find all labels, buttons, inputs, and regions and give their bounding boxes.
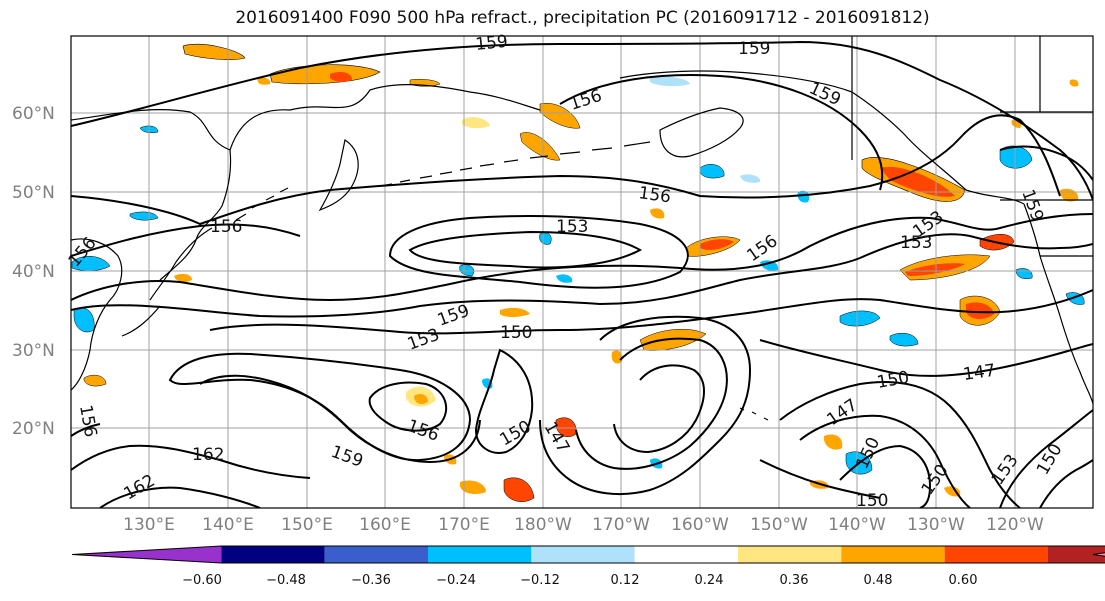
colorbar-bin <box>738 546 842 563</box>
graticule <box>71 36 1093 508</box>
contour-label: 153 <box>900 233 932 253</box>
colorbar-tick-label: −0.36 <box>351 573 391 588</box>
lon-label: 140°E <box>202 515 254 535</box>
colorbar-bin <box>944 546 1048 563</box>
contour-label: 153 <box>556 217 588 237</box>
contour-label: 156 <box>210 217 242 237</box>
lon-label: 180°W <box>514 515 572 535</box>
contour-label: 147 <box>962 361 997 385</box>
lon-label: 150°W <box>750 515 808 535</box>
lat-label-50n: 50°N <box>12 183 55 203</box>
contour-label: 150 <box>856 491 888 511</box>
contour-label: 156 <box>75 403 100 438</box>
contour-label: 162 <box>121 471 159 505</box>
colorbar-bin <box>531 546 635 563</box>
contour-label: 159 <box>435 301 472 331</box>
refractivity-contours <box>71 40 1093 508</box>
colorbar-tick-label: 0.24 <box>694 573 724 588</box>
colorbar-bin <box>428 546 532 563</box>
lat-label-20n: 20°N <box>12 419 55 439</box>
colorbar-bin <box>841 546 945 563</box>
contour-label: 147 <box>823 395 861 430</box>
lon-label: 160°E <box>359 515 411 535</box>
colorbar-outline <box>71 545 1105 564</box>
lon-label: 170°W <box>592 515 650 535</box>
colorbar-tick-label: −0.48 <box>266 573 306 588</box>
coastlines <box>71 36 1093 421</box>
colorbar-bin <box>221 546 325 563</box>
contour-label: 156 <box>637 183 672 207</box>
colorbar-tick-label: 0.60 <box>948 573 978 588</box>
colorbar-tick-label: 0.36 <box>779 573 809 588</box>
contour-label: 159 <box>806 78 844 110</box>
colorbar-bin <box>72 546 222 563</box>
colorbar-bin <box>324 546 428 563</box>
colorbar-tick-label: 0.48 <box>863 573 893 588</box>
lon-label: 150°E <box>281 515 333 535</box>
lat-label-30n: 30°N <box>12 341 55 361</box>
lon-label: 140°W <box>828 515 886 535</box>
colorbar <box>71 545 1105 564</box>
lon-label: 160°W <box>671 515 729 535</box>
contour-label: 156 <box>567 86 604 115</box>
colorbar-tick-label: −0.24 <box>436 573 476 588</box>
lat-label-40n: 40°N <box>12 262 55 282</box>
map-title: 2016091400 F090 500 hPa refract., precip… <box>235 8 930 28</box>
contour-label: 156 <box>404 416 441 446</box>
contour-label: 162 <box>192 445 224 465</box>
contour-label: 150 <box>1033 440 1067 478</box>
colorbar-tick-label: −0.12 <box>520 573 560 588</box>
map-frame <box>70 35 1094 509</box>
lon-label: 170°E <box>438 515 490 535</box>
colorbar-tick-label: −0.60 <box>182 573 222 588</box>
lon-label: 130°E <box>123 515 175 535</box>
contour-label: 150 <box>500 323 532 343</box>
colorbar-bin <box>1048 546 1105 563</box>
contour-label: 159 <box>474 32 508 55</box>
contour-label: 153 <box>988 451 1023 489</box>
lat-label-60n: 60°N <box>12 104 55 124</box>
colorbar-tick-label: 0.12 <box>610 573 640 588</box>
contour-label: 159 <box>328 442 365 472</box>
lon-label: 130°W <box>907 515 965 535</box>
contour-label: 150 <box>875 368 910 393</box>
contour-label: 159 <box>738 39 770 59</box>
colorbar-bin <box>634 546 738 563</box>
lon-label: 120°W <box>986 515 1044 535</box>
